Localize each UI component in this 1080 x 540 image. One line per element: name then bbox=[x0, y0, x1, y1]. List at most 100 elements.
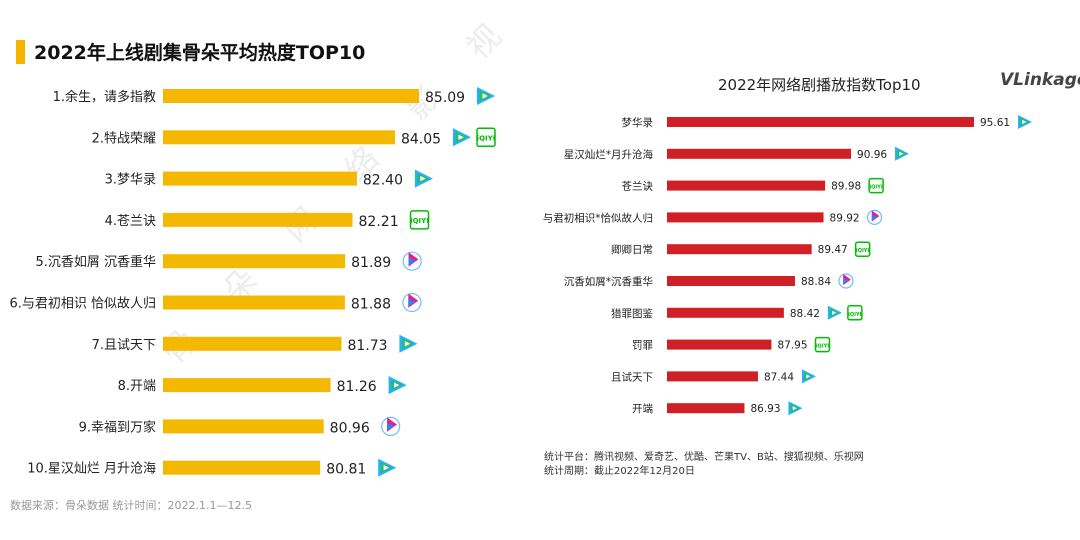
iqiyi-icon: iQIYI bbox=[847, 305, 863, 321]
left-category-label: 5.沉香如屑 沉香重华 bbox=[35, 254, 156, 270]
right-category-label: 开端 bbox=[632, 402, 653, 415]
right-category-label: 罚罪 bbox=[632, 340, 653, 352]
iqiyi-icon-label: iQIYI bbox=[856, 248, 869, 254]
iqiyi-icon: iQIYI bbox=[814, 336, 831, 353]
tencent-video-icon bbox=[788, 401, 803, 416]
left-bar bbox=[163, 295, 345, 310]
left-bar bbox=[163, 419, 324, 434]
left-category-label: 6.与君初相识 恰似故人归 bbox=[9, 297, 156, 312]
tencent-video-icon bbox=[801, 369, 816, 384]
left-bar bbox=[163, 254, 346, 269]
left-data-source: 数据来源：骨朵数据 统计时间：2022.1.1—12.5 bbox=[10, 499, 252, 512]
tencent-video-icon bbox=[452, 128, 471, 147]
right-bar bbox=[667, 244, 812, 255]
left-value-label: 82.40 bbox=[363, 173, 403, 189]
iqiyi-icon-label: iQIYI bbox=[869, 185, 882, 191]
right-bar bbox=[667, 148, 852, 159]
right-bar bbox=[667, 339, 772, 350]
right-category-label: 星汉灿烂*月升沧海 bbox=[564, 148, 654, 161]
iqiyi-icon-label: iQIYI bbox=[848, 312, 861, 318]
vlinkage-logo-text: VLinkage bbox=[1000, 70, 1080, 90]
right-note-period: 统计周期：截止2022年12月20日 bbox=[544, 466, 695, 477]
left-value-label: 81.26 bbox=[337, 379, 377, 395]
right-bar bbox=[667, 180, 826, 191]
left-bar bbox=[163, 336, 342, 351]
tencent-video-icon bbox=[378, 458, 397, 477]
left-value-label: 80.96 bbox=[330, 420, 370, 436]
left-bar bbox=[163, 130, 395, 145]
tencent-video-icon bbox=[1018, 115, 1032, 129]
left-category-label: 1.余生，请多指教 bbox=[53, 89, 156, 105]
right-category-label: 与君初相识*恰似故人归 bbox=[543, 211, 653, 224]
left-value-label: 85.09 bbox=[425, 90, 465, 106]
right-note-platforms: 统计平台：腾讯视频、爱奇艺、优酷、芒果TV、B站、搜狐视频、乐视网 bbox=[544, 452, 864, 463]
title-accent-bar bbox=[16, 40, 25, 64]
tencent-video-icon bbox=[388, 376, 407, 395]
iqiyi-icon: iQIYI bbox=[409, 210, 430, 230]
right-value-label: 89.92 bbox=[830, 212, 860, 224]
youku-icon bbox=[838, 273, 854, 289]
tencent-video-icon bbox=[477, 87, 495, 105]
right-value-label: 87.95 bbox=[777, 340, 807, 352]
vlinkage-logo: VLinkage bbox=[1000, 70, 1080, 90]
left-value-label: 82.21 bbox=[359, 214, 399, 230]
left-bar bbox=[163, 212, 353, 227]
right-value-label: 90.96 bbox=[857, 149, 887, 161]
left-bar bbox=[163, 171, 357, 186]
right-bar bbox=[667, 307, 784, 318]
left-category-label: 2.特战荣耀 bbox=[92, 131, 156, 146]
iqiyi-icon-label: iQIYI bbox=[477, 134, 496, 142]
right-bar-chart: 梦华录 95.61 星汉灿烂*月升沧海 90.96 苍兰诀 89.98 iQIYI 与君初相识… bbox=[543, 115, 1032, 416]
iqiyi-icon: iQIYI bbox=[476, 127, 496, 148]
right-value-label: 89.98 bbox=[831, 181, 861, 193]
left-value-label: 84.05 bbox=[401, 131, 441, 147]
youku-icon bbox=[402, 292, 422, 313]
right-value-label: 88.84 bbox=[801, 276, 831, 288]
right-bar bbox=[667, 212, 824, 223]
right-category-label: 卿卿日常 bbox=[611, 243, 653, 256]
left-bar-chart: 1.余生，请多指教 85.09 2.特战荣耀 84.05 iQIYI 3.梦华录 82.40… bbox=[9, 87, 496, 478]
tencent-video-icon bbox=[895, 146, 910, 161]
left-bar bbox=[163, 460, 321, 475]
left-bar bbox=[163, 378, 331, 393]
left-category-label: 7.且试天下 bbox=[92, 338, 156, 353]
youku-icon bbox=[402, 251, 422, 271]
iqiyi-icon-label: iQIYI bbox=[410, 217, 429, 225]
right-bar bbox=[667, 371, 758, 382]
right-bar bbox=[667, 276, 795, 286]
left-category-label: 9.幸福到万家 bbox=[79, 419, 156, 435]
left-value-label: 80.81 bbox=[326, 462, 366, 478]
right-value-label: 86.93 bbox=[750, 403, 780, 415]
right-category-label: 苍兰诀 bbox=[622, 180, 654, 193]
left-category-label: 10.星汉灿烂 月升沧海 bbox=[27, 461, 156, 477]
tencent-video-icon bbox=[399, 334, 418, 353]
right-category-label: 猎罪图鉴 bbox=[611, 307, 653, 320]
left-value-label: 81.89 bbox=[351, 255, 391, 271]
left-value-label: 81.73 bbox=[347, 338, 387, 354]
left-category-label: 3.梦华录 bbox=[105, 173, 156, 188]
right-bar bbox=[667, 117, 974, 127]
left-bar bbox=[163, 89, 419, 103]
right-category-label: 梦华录 bbox=[622, 116, 654, 129]
left-chart-title: 2022年上线剧集骨朵平均热度TOP10 bbox=[34, 42, 366, 64]
right-bar bbox=[667, 403, 745, 414]
right-category-label: 沉香如屑*沉香重华 bbox=[564, 275, 653, 288]
tencent-video-icon bbox=[414, 169, 433, 188]
right-value-label: 88.42 bbox=[790, 308, 820, 320]
iqiyi-icon-label: iQIYI bbox=[816, 344, 829, 350]
right-category-label: 且试天下 bbox=[611, 371, 653, 383]
tencent-video-icon bbox=[827, 305, 842, 320]
iqiyi-icon: iQIYI bbox=[854, 241, 871, 257]
left-category-label: 8.开端 bbox=[118, 379, 156, 394]
right-chart-title: 2022年网络剧播放指数Top10 bbox=[718, 76, 921, 94]
left-category-label: 4.苍兰诀 bbox=[105, 214, 156, 229]
right-value-label: 95.61 bbox=[980, 117, 1010, 129]
youku-icon bbox=[866, 209, 883, 225]
right-chart-panel: 2022年网络剧播放指数Top10 VLinkage 梦华录 95.61 星汉灿烂*… bbox=[540, 0, 1080, 540]
left-value-label: 81.88 bbox=[351, 297, 391, 313]
right-value-label: 87.44 bbox=[764, 371, 794, 383]
left-chart-panel: 2022年上线剧集骨朵平均热度TOP10 骨 朵 网 络 影 视 1.余生，请多… bbox=[9, 1, 524, 512]
youku-icon bbox=[381, 416, 401, 436]
right-value-label: 89.47 bbox=[818, 244, 848, 256]
iqiyi-icon: iQIYI bbox=[868, 177, 884, 194]
